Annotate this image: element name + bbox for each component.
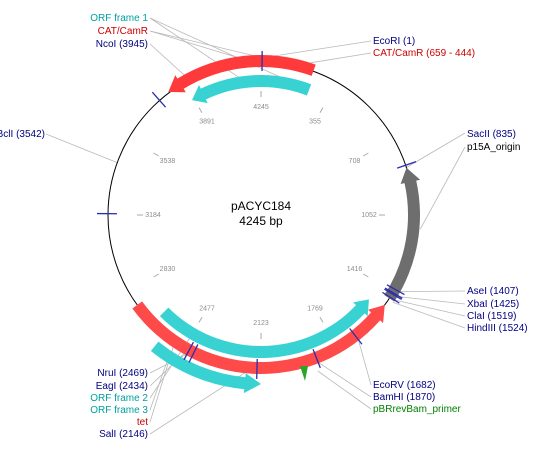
- label-pbrrevbam-primer[interactable]: pBRrevBam_primer: [373, 404, 461, 415]
- ruler-tick: [198, 107, 203, 114]
- label-ecorv[interactable]: EcoRV (1682): [373, 380, 436, 391]
- ruler-tick-label: 708: [349, 158, 361, 165]
- leader-line: [149, 357, 169, 411]
- ruler-tick-label: 355: [309, 118, 321, 125]
- restriction-site-tick: [151, 91, 167, 108]
- leader-line: [149, 364, 258, 435]
- restriction-site-tick: [396, 160, 417, 169]
- ruler-tick: [362, 273, 369, 278]
- label-hindiii[interactable]: HindIII (1524): [467, 323, 528, 334]
- position-ruler: 355 708 1052 1416 1769 2123 2477 2830 3184 3538 38…: [137, 91, 385, 339]
- ruler-tick-label: 4245: [253, 104, 269, 111]
- leader-line: [420, 146, 466, 230]
- ruler-tick: [198, 316, 203, 323]
- ruler-tick-label: 2477: [199, 306, 215, 313]
- leader-line: [317, 370, 372, 410]
- label-bcli[interactable]: BclI (3542): [0, 129, 45, 140]
- leader-line: [394, 299, 466, 317]
- feature-arcs: [132, 55, 421, 394]
- restriction-site-tick: [384, 288, 402, 301]
- label-orf-frame-3[interactable]: ORF frame 3: [90, 405, 148, 416]
- label-asei[interactable]: AseI (1407): [467, 286, 519, 297]
- restriction-site-tick: [386, 284, 405, 296]
- ruler-tick-label: 3891: [199, 118, 215, 125]
- label-ncoi[interactable]: NcoI (3945): [96, 39, 148, 50]
- restriction-site-tick: [188, 344, 199, 363]
- restriction-site-tick: [183, 341, 194, 361]
- ruler-tick: [153, 273, 160, 278]
- primer-marker: [300, 366, 308, 381]
- label-orf-frame-1[interactable]: ORF frame 1: [90, 13, 148, 24]
- label-tet[interactable]: tet: [137, 417, 148, 428]
- ruler-tick: [362, 152, 369, 157]
- restriction-site-tick: [256, 358, 258, 379]
- label-clai[interactable]: ClaI (1519): [467, 311, 516, 322]
- restriction-site-tick: [349, 328, 363, 345]
- ruler-tick: [319, 316, 324, 323]
- leader-line: [399, 290, 466, 292]
- restriction-site-tick: [382, 291, 400, 304]
- feature-cat-camr-arc: [168, 55, 316, 93]
- label-p15a-origin[interactable]: p15A_origin: [467, 142, 520, 153]
- ruler-tick: [319, 107, 324, 114]
- feature-tet-arc: [132, 301, 385, 374]
- feature-orf-frame-3-arc: [150, 341, 261, 394]
- label-cat-camr-range[interactable]: CAT/CamR (659 - 444): [373, 48, 475, 59]
- ruler-tick-label: 1416: [347, 266, 363, 273]
- label-sacii[interactable]: SacII (835): [467, 129, 516, 140]
- label-nrui[interactable]: NruI (2469): [97, 368, 148, 379]
- label-orf-frame-2[interactable]: ORF frame 2: [90, 393, 148, 404]
- ruler-tick-label: 3538: [160, 158, 176, 165]
- label-eagi[interactable]: EagI (2434): [96, 381, 148, 392]
- leader-line: [149, 43, 189, 80]
- feature-orf-frame-2-arc: [159, 299, 369, 359]
- label-cat-camr[interactable]: CAT/CamR: [98, 26, 148, 37]
- leader-line: [317, 361, 372, 398]
- leader-line: [149, 30, 251, 62]
- ruler-tick: [153, 152, 160, 157]
- ruler-tick-label: 1769: [307, 306, 323, 313]
- ruler-tick-label: 1052: [361, 212, 377, 219]
- restriction-site-tick: [384, 287, 403, 299]
- restriction-site-tick: [312, 349, 321, 369]
- leader-line: [396, 295, 466, 305]
- ruler-tick-label: 3184: [145, 212, 161, 219]
- leader-line: [357, 339, 372, 386]
- label-sali[interactable]: SalI (2146): [99, 429, 148, 440]
- leader-line: [310, 52, 372, 64]
- label-bamhi[interactable]: BamHI (1870): [373, 392, 435, 403]
- feature-orf-frame-1-arc: [191, 75, 312, 104]
- leader-line: [392, 301, 466, 329]
- ruler-tick-label: 2123: [253, 320, 269, 327]
- plasmid-size: 4245 bp: [239, 214, 283, 228]
- leader-line: [266, 40, 372, 58]
- restriction-site-ticks: [97, 50, 417, 379]
- leader-line: [45, 133, 118, 164]
- ruler-tick-label: 2830: [160, 266, 176, 273]
- label-xbai[interactable]: XbaI (1425): [467, 299, 519, 310]
- label-ecori[interactable]: EcoRI (1): [373, 36, 415, 47]
- plasmid-name: pACYC184: [231, 199, 291, 213]
- feature-p15a-origin-arc: [384, 167, 421, 302]
